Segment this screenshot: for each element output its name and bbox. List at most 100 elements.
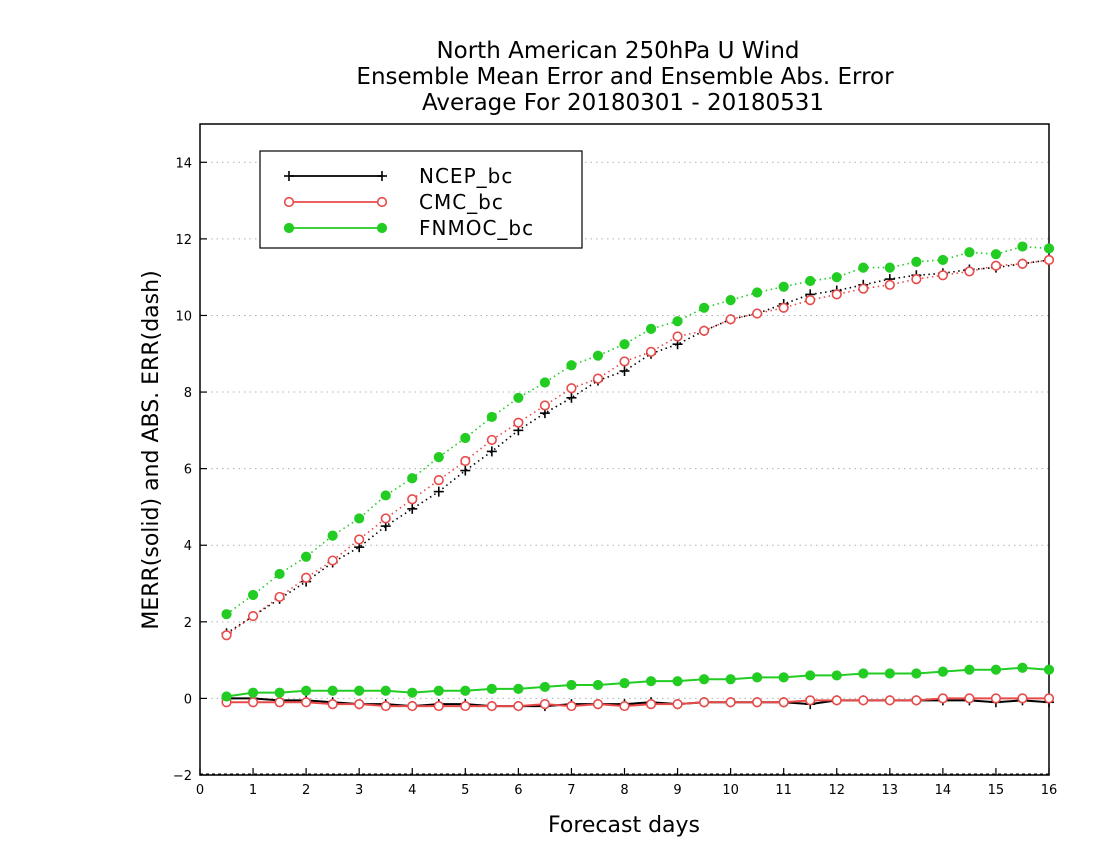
fnmoc-bc-abs-err-point xyxy=(911,256,922,267)
legend-marker xyxy=(284,171,294,181)
cmc-bc-abs-err-point xyxy=(1017,258,1028,269)
fnmoc-bc-abs-err-point xyxy=(327,530,338,541)
cmc-bc-abs-err-point xyxy=(539,400,551,411)
legend-marker xyxy=(283,222,295,234)
x-tick-label: 7 xyxy=(567,783,575,798)
fnmoc-bc-mean-err-point xyxy=(354,685,365,696)
fnmoc-bc-mean-err-point xyxy=(858,668,869,679)
x-tick-label: 5 xyxy=(461,783,469,798)
fnmoc-bc-mean-err-point xyxy=(937,666,948,677)
y-tick-label: 10 xyxy=(175,309,192,324)
fnmoc-bc-mean-err-point xyxy=(460,685,471,696)
fnmoc-bc-mean-err-point xyxy=(831,670,842,681)
cmc-bc-mean-err-point xyxy=(566,700,577,712)
x-tick-label: 4 xyxy=(408,783,416,798)
fnmoc-bc-abs-err-point xyxy=(460,432,471,444)
fnmoc-bc-mean-err-point xyxy=(752,672,763,683)
cmc-bc-mean-err-point xyxy=(592,699,604,710)
fnmoc-bc-abs-err-point xyxy=(964,247,975,258)
x-tick-label: 2 xyxy=(302,783,310,798)
legend-item-cmc-bc: CMC_bc xyxy=(283,190,503,214)
fnmoc-bc-mean-err-point xyxy=(698,674,710,685)
x-tick-label: 9 xyxy=(673,783,681,798)
chart-title-line-3: Average For 20180301 - 20180531 xyxy=(422,90,824,116)
fnmoc-bc-abs-err-point xyxy=(407,473,418,484)
cmc-bc-abs-err-point xyxy=(805,295,816,306)
fnmoc-bc-abs-err-point xyxy=(778,281,789,292)
cmc-bc-mean-err-point xyxy=(831,695,842,706)
cmc-bc-abs-err-point xyxy=(274,591,285,603)
x-tick-label: 14 xyxy=(935,783,952,798)
x-tick-label: 16 xyxy=(1041,783,1058,798)
fnmoc-bc-abs-err-point xyxy=(698,302,710,313)
ncep-bc-abs-err-point xyxy=(407,503,418,514)
fnmoc-bc-mean-err-point xyxy=(274,687,285,698)
fnmoc-bc-mean-err-point xyxy=(539,681,551,693)
x-axis-label: Forecast days xyxy=(548,813,700,838)
y-tick-label: 8 xyxy=(184,386,192,401)
fnmoc-bc-mean-err-point xyxy=(884,668,895,679)
ncep-bc-abs-err-point xyxy=(619,365,630,376)
chart-title: North American 250hPa U Wind Ensemble Me… xyxy=(356,38,894,116)
cmc-bc-abs-err-point xyxy=(911,273,922,285)
fnmoc-bc-abs-err-point xyxy=(221,609,232,620)
fnmoc-bc-mean-err-point xyxy=(407,687,418,698)
cmc-bc-mean-err-point xyxy=(247,697,259,708)
cmc-bc-abs-err-point xyxy=(592,373,604,384)
cmc-bc-mean-err-point xyxy=(354,699,365,710)
y-tick-label: 2 xyxy=(184,616,192,631)
x-tick-label: 11 xyxy=(775,783,792,798)
fnmoc-bc-mean-err-point xyxy=(247,687,259,698)
fnmoc-bc-abs-err-point xyxy=(566,360,577,371)
fnmoc-bc-mean-err-point xyxy=(805,670,816,681)
x-tick-label: 0 xyxy=(196,783,204,798)
chart-title-line-1: North American 250hPa U Wind xyxy=(436,38,799,64)
cmc-bc-mean-err-point xyxy=(725,697,736,708)
fnmoc-bc-mean-err-point xyxy=(911,668,922,679)
series-cmc-bc xyxy=(221,254,1055,712)
y-tick-label: 4 xyxy=(184,539,192,554)
x-axis-ticks: 0 1 2 3 4 5 6 7 8 9 10 11 12 13 14 15 16 xyxy=(196,768,1057,798)
legend-item-ncep-bc: NCEP_bc xyxy=(284,164,512,188)
fnmoc-bc-mean-err-point xyxy=(380,685,391,696)
cmc-bc-abs-err-point xyxy=(380,513,391,524)
fnmoc-bc-mean-err-point xyxy=(1017,662,1028,673)
fnmoc-bc-abs-err-point xyxy=(619,339,630,350)
cmc-bc-abs-err-point xyxy=(433,475,444,486)
cmc-bc-mean-err-point xyxy=(380,700,391,712)
fnmoc-bc-abs-err-line xyxy=(226,245,1050,615)
cmc-bc-abs-err-point xyxy=(513,417,524,428)
cmc-bc-mean-err-point xyxy=(778,697,789,708)
fnmoc-bc-abs-err-point xyxy=(752,287,763,298)
x-tick-label: 1 xyxy=(249,783,257,798)
legend-marker xyxy=(376,196,388,208)
y-axis-ticks: −2 0 2 4 6 8 10 12 14 xyxy=(173,156,207,784)
fnmoc-bc-mean-err-line xyxy=(226,666,1050,698)
fnmoc-bc-mean-err-point xyxy=(645,676,657,687)
cmc-bc-mean-err-point xyxy=(407,700,418,712)
cmc-bc-abs-err-point xyxy=(566,383,577,394)
fnmoc-bc-abs-err-point xyxy=(990,249,1002,260)
fnmoc-bc-mean-err-point xyxy=(566,679,577,691)
cmc-bc-mean-err-point xyxy=(805,695,816,706)
x-tick-label: 12 xyxy=(828,783,845,798)
cmc-bc-abs-err-point xyxy=(327,555,338,566)
cmc-bc-abs-err-point xyxy=(778,302,789,313)
fnmoc-bc-mean-err-point xyxy=(990,664,1002,675)
legend-marker xyxy=(376,222,388,234)
cmc-bc-abs-err-point xyxy=(1043,254,1055,266)
cmc-bc-abs-err-point xyxy=(645,346,657,357)
legend-label: FNMOC_bc xyxy=(419,216,534,240)
x-tick-label: 3 xyxy=(355,783,363,798)
cmc-bc-mean-err-point xyxy=(752,697,763,708)
fnmoc-bc-abs-err-point xyxy=(1043,243,1055,254)
cmc-bc-mean-err-point xyxy=(937,693,948,704)
cmc-bc-mean-err-point xyxy=(672,699,683,710)
cmc-bc-abs-err-point xyxy=(698,325,710,336)
cmc-bc-abs-err-point xyxy=(752,308,763,319)
cmc-bc-mean-err-point xyxy=(539,699,551,710)
fnmoc-bc-abs-err-point xyxy=(513,392,524,403)
x-tick-label: 10 xyxy=(722,783,739,798)
